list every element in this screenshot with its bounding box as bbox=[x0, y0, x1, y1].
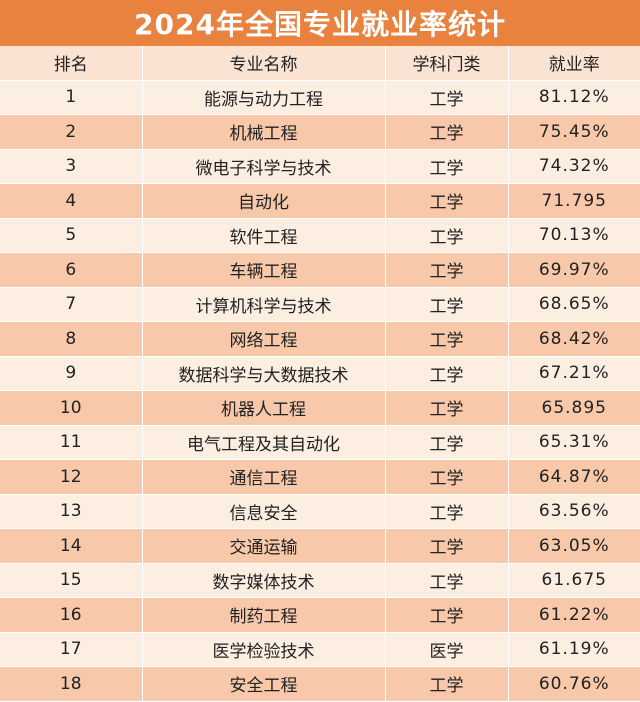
cell-rank: 3 bbox=[0, 149, 143, 184]
cell-category: 工学 bbox=[385, 321, 509, 357]
table-row: 12 通信工程 工学 64.87% bbox=[0, 459, 640, 495]
cell-rate: 61.19% bbox=[508, 632, 640, 667]
cell-category: 工学 bbox=[385, 494, 509, 529]
cell-category: 工学 bbox=[385, 425, 509, 460]
cell-rate: 81.12% bbox=[508, 80, 640, 115]
table-header-row: 排名 专业名称 学科门类 就业率 bbox=[0, 46, 640, 81]
cell-major: 微电子科学与技术 bbox=[142, 149, 386, 184]
cell-major: 能源与动力工程 bbox=[142, 80, 386, 115]
cell-major: 软件工程 bbox=[142, 218, 386, 253]
cell-category: 工学 bbox=[385, 390, 509, 426]
cell-rate: 69.97% bbox=[508, 252, 640, 288]
cell-rank: 13 bbox=[0, 494, 143, 529]
header-rate: 就业率 bbox=[508, 46, 640, 81]
cell-rank: 6 bbox=[0, 252, 143, 288]
cell-category: 工学 bbox=[385, 149, 509, 184]
table-row: 5 软件工程 工学 70.13% bbox=[0, 218, 640, 253]
cell-rank: 14 bbox=[0, 528, 143, 564]
cell-category: 工学 bbox=[385, 80, 509, 115]
cell-rate: 68.42% bbox=[508, 321, 640, 357]
cell-rank: 5 bbox=[0, 218, 143, 253]
cell-category: 工学 bbox=[385, 218, 509, 253]
cell-rate: 68.65% bbox=[508, 287, 640, 322]
cell-rank: 12 bbox=[0, 459, 143, 495]
table-row: 2 机械工程 工学 75.45% bbox=[0, 114, 640, 150]
table-row: 6 车辆工程 工学 69.97% bbox=[0, 252, 640, 288]
table-row: 11 电气工程及其自动化 工学 65.31% bbox=[0, 425, 640, 460]
cell-category: 工学 bbox=[385, 563, 509, 598]
cell-category: 工学 bbox=[385, 597, 509, 633]
cell-category: 医学 bbox=[385, 632, 509, 667]
cell-rate: 74.32% bbox=[508, 149, 640, 184]
cell-rate: 61.675 bbox=[508, 563, 640, 598]
cell-rate: 70.13% bbox=[508, 218, 640, 253]
cell-rank: 9 bbox=[0, 356, 143, 391]
cell-major: 制药工程 bbox=[142, 597, 386, 633]
cell-rank: 8 bbox=[0, 321, 143, 357]
table-row: 4 自动化 工学 71.795 bbox=[0, 183, 640, 219]
table-row: 10 机器人工程 工学 65.895 bbox=[0, 390, 640, 426]
cell-rate: 67.21% bbox=[508, 356, 640, 391]
cell-major: 信息安全 bbox=[142, 494, 386, 529]
cell-rank: 16 bbox=[0, 597, 143, 633]
cell-rate: 63.56% bbox=[508, 494, 640, 529]
table-row: 7 计算机科学与技术 工学 68.65% bbox=[0, 287, 640, 322]
cell-major: 数据科学与大数据技术 bbox=[142, 356, 386, 391]
cell-rank: 7 bbox=[0, 287, 143, 322]
cell-category: 工学 bbox=[385, 356, 509, 391]
page-title: 2024年全国专业就业率统计 bbox=[0, 0, 640, 46]
cell-major: 车辆工程 bbox=[142, 252, 386, 288]
table-row: 17 医学检验技术 医学 61.19% bbox=[0, 632, 640, 667]
table-row: 18 安全工程 工学 60.76% bbox=[0, 666, 640, 702]
cell-rate: 61.22% bbox=[508, 597, 640, 633]
cell-rate: 64.87% bbox=[508, 459, 640, 495]
cell-category: 工学 bbox=[385, 252, 509, 288]
cell-major: 通信工程 bbox=[142, 459, 386, 495]
employment-rate-table: 排名 专业名称 学科门类 就业率 1 能源与动力工程 工学 81.12% 2 机械工程 工学… bbox=[0, 46, 640, 702]
cell-rank: 10 bbox=[0, 390, 143, 426]
cell-major: 数字媒体技术 bbox=[142, 563, 386, 598]
cell-category: 工学 bbox=[385, 287, 509, 322]
table-row: 13 信息安全 工学 63.56% bbox=[0, 494, 640, 529]
cell-major: 网络工程 bbox=[142, 321, 386, 357]
cell-major: 自动化 bbox=[142, 183, 386, 219]
cell-major: 计算机科学与技术 bbox=[142, 287, 386, 322]
cell-rank: 1 bbox=[0, 80, 143, 115]
cell-category: 工学 bbox=[385, 183, 509, 219]
cell-major: 医学检验技术 bbox=[142, 632, 386, 667]
cell-rank: 15 bbox=[0, 563, 143, 598]
table-row: 1 能源与动力工程 工学 81.12% bbox=[0, 80, 640, 115]
cell-major: 机器人工程 bbox=[142, 390, 386, 426]
cell-major: 交通运输 bbox=[142, 528, 386, 564]
cell-category: 工学 bbox=[385, 528, 509, 564]
cell-rank: 2 bbox=[0, 114, 143, 150]
table-row: 15 数字媒体技术 工学 61.675 bbox=[0, 563, 640, 598]
cell-category: 工学 bbox=[385, 114, 509, 150]
cell-rank: 11 bbox=[0, 425, 143, 460]
table-row: 8 网络工程 工学 68.42% bbox=[0, 321, 640, 357]
table-row: 9 数据科学与大数据技术 工学 67.21% bbox=[0, 356, 640, 391]
cell-rate: 65.895 bbox=[508, 390, 640, 426]
header-major: 专业名称 bbox=[142, 46, 386, 81]
cell-rate: 75.45% bbox=[508, 114, 640, 150]
cell-rate: 63.05% bbox=[508, 528, 640, 564]
table-row: 16 制药工程 工学 61.22% bbox=[0, 597, 640, 633]
cell-rate: 71.795 bbox=[508, 183, 640, 219]
cell-major: 电气工程及其自动化 bbox=[142, 425, 386, 460]
table-row: 14 交通运输 工学 63.05% bbox=[0, 528, 640, 564]
header-category: 学科门类 bbox=[385, 46, 509, 81]
cell-rate: 65.31% bbox=[508, 425, 640, 460]
table-row: 3 微电子科学与技术 工学 74.32% bbox=[0, 149, 640, 184]
header-rank: 排名 bbox=[0, 46, 143, 81]
cell-major: 机械工程 bbox=[142, 114, 386, 150]
cell-rank: 17 bbox=[0, 632, 143, 667]
cell-rank: 4 bbox=[0, 183, 143, 219]
cell-category: 工学 bbox=[385, 459, 509, 495]
